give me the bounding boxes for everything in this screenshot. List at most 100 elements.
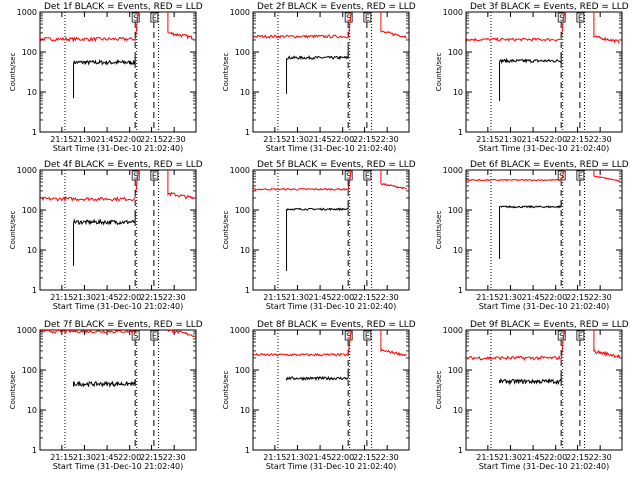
- series-events: [498, 200, 562, 259]
- x-tick-label: 21:15: [50, 453, 73, 462]
- y-tick-label: 1000: [17, 326, 37, 335]
- chart-panel-4: Det 4f BLACK = Events, RED = LLD 1 10 100 10…: [9, 160, 203, 311]
- saa-start-label: S: [133, 172, 138, 181]
- saa-start-label: S: [346, 332, 351, 341]
- saa-end-label: E: [365, 172, 370, 181]
- x-tick-label: 22:30: [163, 135, 186, 144]
- saa-end-label-box: [150, 330, 159, 341]
- y-tick-label: 100: [448, 206, 463, 215]
- x-axis-label: Start Time (31-Dec-10 21:02:40): [53, 462, 184, 471]
- series-lld: [40, 169, 139, 203]
- x-tick-label: 22:00: [118, 135, 141, 144]
- series-lld: [253, 11, 352, 39]
- y-tick-label: 1: [32, 286, 37, 295]
- saa-start-label-box: [131, 12, 140, 23]
- x-tick-label: 21:45: [96, 135, 119, 144]
- x-tick-label: 21:30: [499, 135, 522, 144]
- y-tick-label: 100: [235, 366, 250, 375]
- x-tick-label: 21:15: [263, 135, 286, 144]
- x-tick-label: 21:15: [476, 293, 499, 302]
- saa-end-label: E: [578, 172, 583, 181]
- saa-start-label: S: [559, 14, 564, 23]
- y-tick-label: 100: [22, 366, 37, 375]
- series-events: [73, 211, 136, 266]
- chart-panel-6: Det 6f BLACK = Events, RED = LLD 1 10 100 10…: [435, 160, 629, 311]
- y-tick-label: 100: [22, 206, 37, 215]
- y-tick-label: 10: [27, 246, 37, 255]
- y-tick-label: 1000: [17, 8, 37, 17]
- saa-end-label-box: [363, 170, 372, 181]
- x-tick-label: 21:15: [50, 293, 73, 302]
- chart-panel-3: Det 3f BLACK = Events, RED = LLD 1 10 100 10…: [435, 2, 629, 153]
- plot-frame: [252, 329, 410, 451]
- y-axis-label: Counts/sec: [222, 371, 230, 410]
- x-tick-label: 22:00: [118, 453, 141, 462]
- x-axis-label: Start Time (31-Dec-10 21:02:40): [479, 302, 610, 311]
- plot-frame: [465, 169, 623, 291]
- y-tick-label: 1: [458, 446, 463, 455]
- saa-start-label-box: [557, 330, 566, 341]
- y-axis-label: Counts/sec: [9, 371, 17, 410]
- x-tick-label: 22:15: [353, 453, 376, 462]
- y-axis-label: Counts/sec: [435, 211, 443, 250]
- chart-panel-1: Det 1f BLACK = Events, RED = LLD 1 10 100 10…: [9, 2, 203, 153]
- x-tick-label: 21:45: [309, 453, 332, 462]
- saa-start-label-box: [131, 170, 140, 181]
- x-tick-label: 21:45: [309, 135, 332, 144]
- chart-panel-5: Det 5f BLACK = Events, RED = LLD 1 10 100 10…: [222, 160, 416, 311]
- y-axis-label: Counts/sec: [222, 211, 230, 250]
- x-tick-label: 21:30: [499, 453, 522, 462]
- series-lld: [466, 11, 565, 43]
- y-tick-label: 1000: [443, 326, 463, 335]
- x-tick-label: 21:30: [73, 293, 96, 302]
- chart-title: Det 5f BLACK = Events, RED = LLD: [257, 160, 416, 170]
- saa-end-label-box: [363, 330, 372, 341]
- x-tick-label: 21:30: [286, 453, 309, 462]
- x-tick-label: 21:30: [499, 293, 522, 302]
- x-tick-label: 21:15: [476, 453, 499, 462]
- x-tick-label: 21:45: [522, 453, 545, 462]
- x-tick-label: 22:30: [163, 293, 186, 302]
- y-tick-label: 1: [458, 286, 463, 295]
- y-axis-label: Counts/sec: [435, 371, 443, 410]
- y-tick-label: 1: [245, 446, 250, 455]
- series-lld: [253, 169, 352, 191]
- x-tick-label: 21:30: [286, 135, 309, 144]
- x-tick-label: 21:15: [263, 453, 286, 462]
- y-tick-label: 1000: [230, 326, 250, 335]
- series-lld-post-saa: [380, 329, 407, 357]
- series-events: [73, 56, 136, 99]
- saa-end-label: E: [152, 14, 157, 23]
- x-tick-label: 22:00: [331, 135, 354, 144]
- x-axis-label: Start Time (31-Dec-10 21:02:40): [266, 302, 397, 311]
- x-tick-label: 22:15: [566, 135, 589, 144]
- series-lld-post-saa: [167, 169, 194, 200]
- saa-start-label: S: [559, 172, 564, 181]
- plot-frame: [252, 169, 410, 291]
- x-tick-label: 22:15: [353, 135, 376, 144]
- x-axis-label: Start Time (31-Dec-10 21:02:40): [53, 144, 184, 153]
- saa-start-label: S: [133, 332, 138, 341]
- chart-title: Det 7f BLACK = Events, RED = LLD: [44, 320, 203, 330]
- saa-end-label: E: [152, 332, 157, 341]
- x-tick-label: 21:15: [476, 135, 499, 144]
- plot-frame: [39, 11, 197, 133]
- y-tick-label: 100: [448, 48, 463, 57]
- saa-end-label-box: [150, 170, 159, 181]
- y-tick-label: 1: [32, 446, 37, 455]
- y-tick-label: 10: [240, 88, 250, 97]
- series-lld: [40, 329, 139, 334]
- plot-frame: [465, 11, 623, 133]
- x-tick-label: 21:45: [309, 293, 332, 302]
- y-axis-label: Counts/sec: [9, 53, 17, 92]
- x-tick-label: 22:15: [353, 293, 376, 302]
- x-tick-label: 21:15: [263, 293, 286, 302]
- y-tick-label: 10: [27, 406, 37, 415]
- x-axis-label: Start Time (31-Dec-10 21:02:40): [479, 462, 610, 471]
- chart-title: Det 4f BLACK = Events, RED = LLD: [44, 160, 203, 170]
- x-tick-label: 21:30: [286, 293, 309, 302]
- y-tick-label: 10: [240, 406, 250, 415]
- y-tick-label: 100: [235, 206, 250, 215]
- plot-frame: [39, 329, 197, 451]
